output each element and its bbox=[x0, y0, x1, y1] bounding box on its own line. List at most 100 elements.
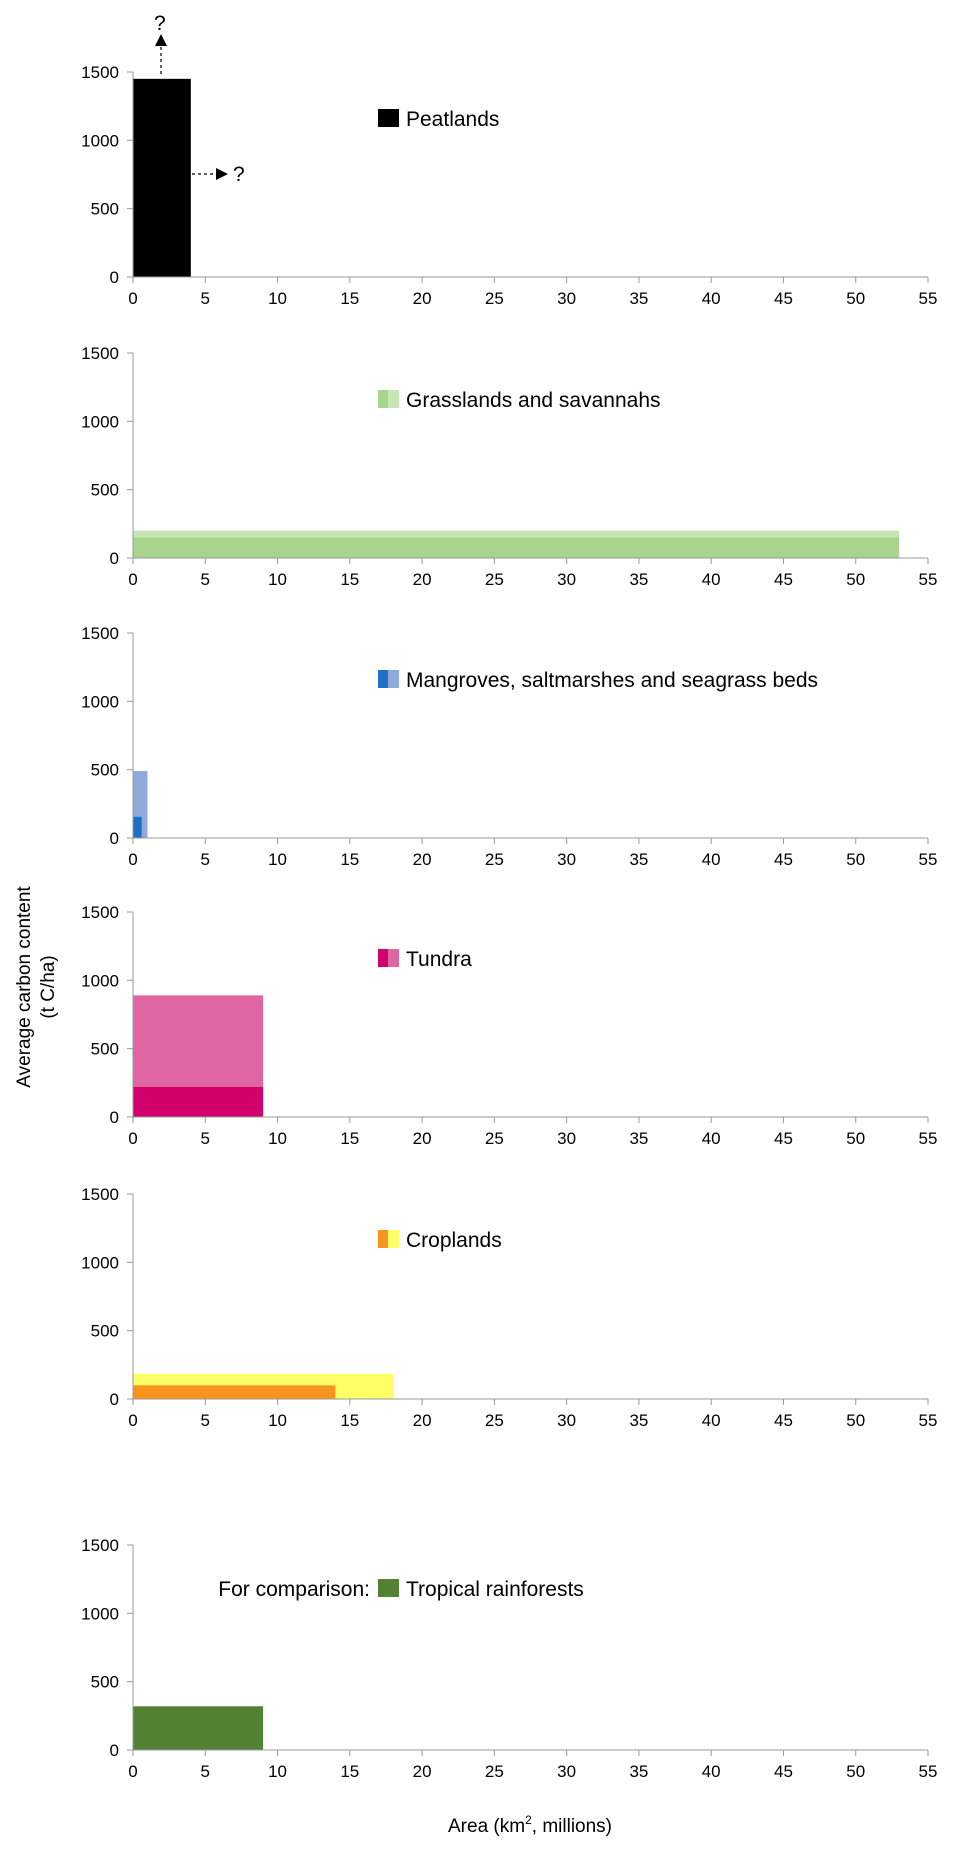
legend-swatch-dark bbox=[378, 390, 388, 408]
peatlands-up-arrowhead bbox=[155, 34, 167, 46]
x-tick-label: 55 bbox=[919, 570, 938, 589]
y-tick-label: 500 bbox=[91, 481, 119, 500]
x-tick-label: 20 bbox=[413, 289, 432, 308]
legend-swatch-light bbox=[388, 670, 399, 688]
x-tick-label: 30 bbox=[557, 289, 576, 308]
y-tick-label: 1000 bbox=[81, 131, 119, 150]
x-tick-label: 10 bbox=[268, 1411, 287, 1430]
x-tick-label: 15 bbox=[340, 1129, 359, 1148]
x-tick-label: 0 bbox=[128, 1411, 137, 1430]
x-tick-label: 40 bbox=[702, 570, 721, 589]
legend-label: Tundra bbox=[406, 948, 472, 971]
x-tick-label: 30 bbox=[557, 1411, 576, 1430]
x-tick-label: 10 bbox=[268, 1129, 287, 1148]
y-axis-title: Average carbon content (t C/ha) bbox=[14, 886, 59, 1088]
legend-swatch-light bbox=[388, 390, 399, 408]
x-tick-label: 25 bbox=[485, 289, 504, 308]
x-tick-label: 0 bbox=[128, 570, 137, 589]
legend-label: Tropical rainforests bbox=[406, 1578, 584, 1601]
panel-grasslands-and-savannahs: 0 500 1000 1500 0 5 10 15 20 25 30 35 40 45 50 55 Grassl… bbox=[81, 344, 937, 589]
x-tick-label: 40 bbox=[702, 1411, 721, 1430]
legend-swatch-light bbox=[388, 1230, 399, 1248]
y-tick-label: 1500 bbox=[81, 903, 119, 922]
x-tick-label: 45 bbox=[774, 850, 793, 869]
x-tick-label: 10 bbox=[268, 570, 287, 589]
x-tick-label: 5 bbox=[201, 1129, 210, 1148]
peatlands-up-question: ? bbox=[154, 12, 166, 35]
x-tick-label: 25 bbox=[485, 1129, 504, 1148]
panel-croplands: 0 500 1000 1500 0 5 10 15 20 25 30 35 40 45 50 55 Cropla… bbox=[81, 1185, 937, 1430]
x-tick-label: 5 bbox=[201, 850, 210, 869]
x-tick-label: 35 bbox=[629, 1762, 648, 1781]
x-tick-label: 55 bbox=[919, 1411, 938, 1430]
x-tick-label: 35 bbox=[629, 289, 648, 308]
y-tick-label: 500 bbox=[91, 1040, 119, 1059]
legend-swatch-light bbox=[388, 949, 399, 967]
x-tick-label: 50 bbox=[846, 850, 865, 869]
x-tick-label: 30 bbox=[557, 1762, 576, 1781]
x-tick-label: 35 bbox=[629, 850, 648, 869]
x-tick-label: 40 bbox=[702, 850, 721, 869]
x-tick-label: 20 bbox=[413, 570, 432, 589]
x-tick-label: 10 bbox=[268, 850, 287, 869]
legend-label: Grasslands and savannahs bbox=[406, 389, 661, 412]
legend-swatch-dark bbox=[378, 109, 388, 127]
x-tick-label: 5 bbox=[201, 289, 210, 308]
panel-tundra: 0 500 1000 1500 0 5 10 15 20 25 30 35 40 45 50 55 Tundra bbox=[81, 903, 937, 1148]
bar-tropical-rainforests-0 bbox=[133, 1706, 264, 1750]
y-axis-title-line1: Average carbon content bbox=[14, 886, 35, 1088]
legend-swatch-dark bbox=[378, 1579, 388, 1597]
peatlands-right-arrowhead bbox=[216, 168, 228, 180]
x-tick-label: 50 bbox=[846, 1762, 865, 1781]
x-tick-label: 20 bbox=[413, 850, 432, 869]
x-tick-label: 20 bbox=[413, 1762, 432, 1781]
bar-grasslands-and-savannahs-1 bbox=[133, 537, 900, 558]
x-tick-label: 0 bbox=[128, 1129, 137, 1148]
y-tick-label: 1000 bbox=[81, 692, 119, 711]
x-tick-label: 40 bbox=[702, 1762, 721, 1781]
y-tick-label: 1500 bbox=[81, 624, 119, 643]
y-tick-label: 1500 bbox=[81, 1536, 119, 1555]
x-tick-label: 45 bbox=[774, 289, 793, 308]
x-tick-label: 55 bbox=[919, 850, 938, 869]
y-tick-label: 0 bbox=[110, 549, 119, 568]
x-tick-label: 15 bbox=[340, 1762, 359, 1781]
y-tick-label: 0 bbox=[110, 268, 119, 287]
y-axis-title-line2: (t C/ha) bbox=[38, 955, 59, 1018]
y-tick-label: 1500 bbox=[81, 1185, 119, 1204]
y-tick-label: 0 bbox=[110, 829, 119, 848]
x-tick-label: 45 bbox=[774, 1411, 793, 1430]
legend-swatch-dark bbox=[378, 1230, 388, 1248]
y-tick-label: 0 bbox=[110, 1390, 119, 1409]
legend-prefix: For comparison: bbox=[218, 1578, 370, 1601]
y-tick-label: 0 bbox=[110, 1741, 119, 1760]
y-tick-label: 1500 bbox=[81, 63, 119, 82]
x-tick-label: 35 bbox=[629, 1411, 648, 1430]
legend-swatch-dark bbox=[378, 670, 388, 688]
y-tick-label: 1000 bbox=[81, 412, 119, 431]
y-tick-label: 500 bbox=[91, 200, 119, 219]
x-tick-label: 35 bbox=[629, 570, 648, 589]
x-tick-label: 10 bbox=[268, 1762, 287, 1781]
x-tick-label: 25 bbox=[485, 1762, 504, 1781]
y-tick-label: 500 bbox=[91, 761, 119, 780]
x-tick-label: 55 bbox=[919, 1762, 938, 1781]
x-tick-label: 45 bbox=[774, 570, 793, 589]
panel-tropical-rainforests: 0 500 1000 1500 0 5 10 15 20 25 30 35 40 45 50 55 For co… bbox=[81, 1536, 937, 1781]
legend-swatch-dark bbox=[378, 949, 388, 967]
x-tick-label: 30 bbox=[557, 1129, 576, 1148]
x-tick-label: 20 bbox=[413, 1411, 432, 1430]
x-tick-label: 15 bbox=[340, 289, 359, 308]
x-tick-label: 15 bbox=[340, 570, 359, 589]
panel-peatlands: 0 500 1000 1500 0 5 10 15 20 25 30 35 40 45 50 55 Peatla… bbox=[81, 63, 937, 308]
x-tick-label: 25 bbox=[485, 1411, 504, 1430]
x-tick-label: 5 bbox=[201, 1762, 210, 1781]
peatlands-right-question: ? bbox=[233, 163, 245, 186]
x-tick-label: 50 bbox=[846, 1129, 865, 1148]
x-axis-title: Area (km2, millions) bbox=[448, 1813, 612, 1837]
bar-mangroves-saltmarshes-and-seagrass-beds-1 bbox=[133, 816, 142, 838]
x-tick-label: 45 bbox=[774, 1762, 793, 1781]
x-tick-label: 55 bbox=[919, 1129, 938, 1148]
x-tick-label: 50 bbox=[846, 289, 865, 308]
y-tick-label: 500 bbox=[91, 1322, 119, 1341]
